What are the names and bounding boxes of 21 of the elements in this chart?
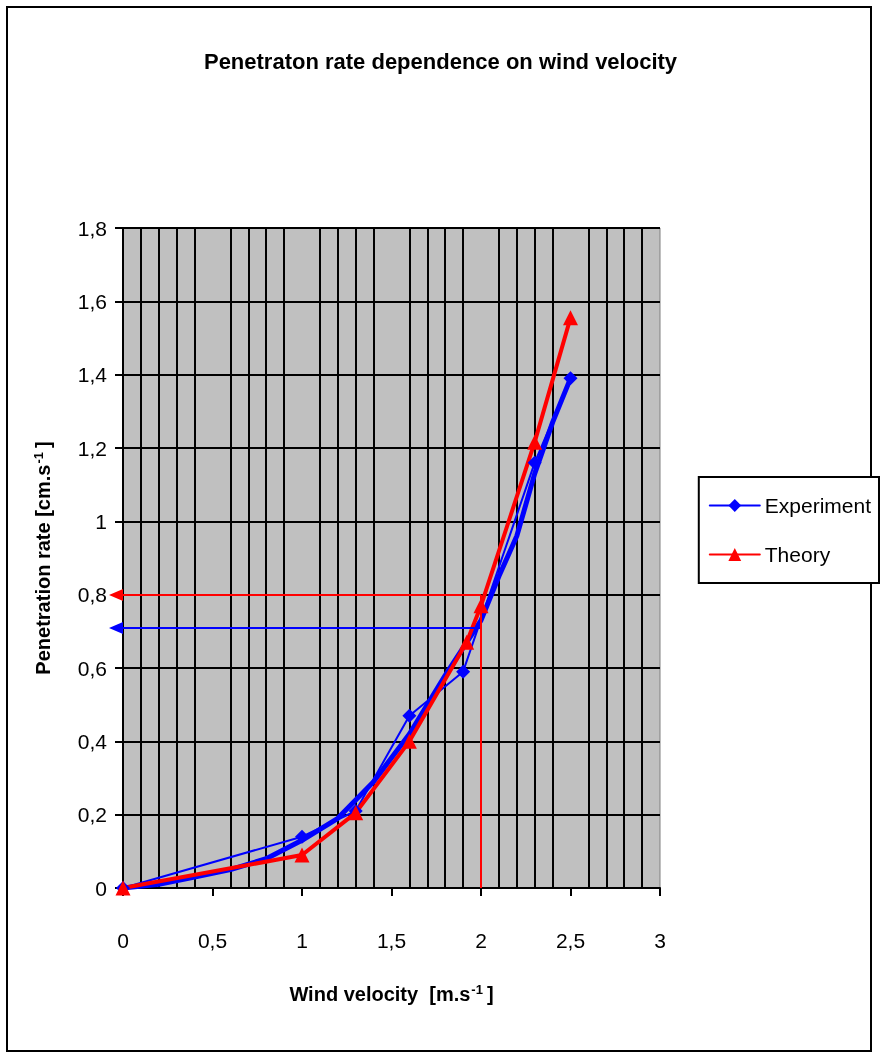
y-tick-label: 1 (95, 509, 107, 533)
y-tick-label: 1,4 (77, 363, 108, 387)
y-tick-label: 0,2 (77, 803, 107, 827)
y-tick-label: 0,6 (77, 656, 107, 680)
x-tick-label: 0 (117, 929, 129, 952)
x-tick-label: 1 (296, 929, 308, 952)
y-axis-title: Penetration rate [cm.s-1] (31, 441, 54, 675)
legend-label: Theory (764, 543, 831, 566)
y-tick-label: 0,8 (77, 583, 107, 607)
legend-label: Experiment (764, 494, 872, 517)
y-tick-label: 1,6 (77, 289, 107, 313)
y-tick-label: 1,2 (77, 436, 107, 460)
x-tick-label: 2,5 (555, 929, 586, 952)
y-tick-label: 0,4 (77, 729, 108, 753)
x-tick-label: 2 (475, 929, 487, 952)
x-tick-label: 1,5 (376, 929, 407, 952)
x-tick-label: 3 (654, 929, 666, 952)
y-tick-label: 1,8 (77, 216, 107, 240)
x-tick-label: 0,5 (197, 929, 228, 952)
chart-title: Penetraton rate dependence on wind velocity (203, 48, 678, 74)
y-tick-label: 0 (95, 876, 107, 900)
